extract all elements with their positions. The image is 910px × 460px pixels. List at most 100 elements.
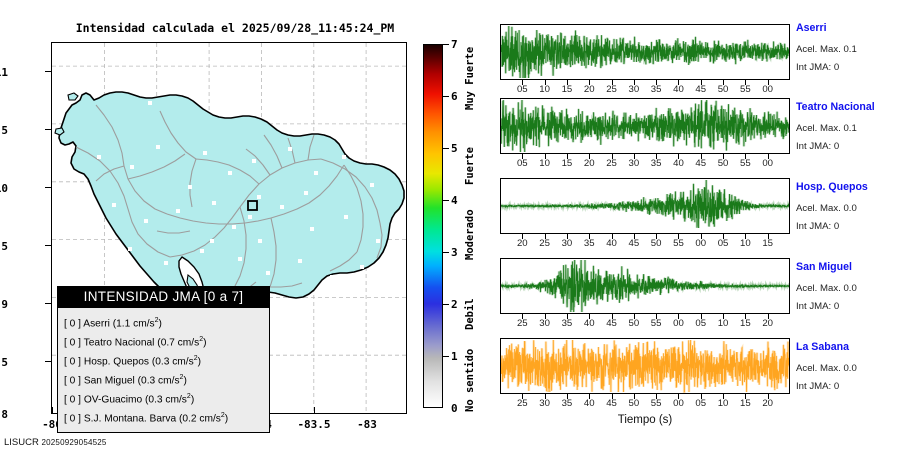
time-tick-label: 55 — [650, 398, 662, 409]
time-tick-label: 25 — [516, 318, 528, 329]
time-tick-mark — [767, 80, 769, 85]
trace-box-la-sabana[interactable] — [500, 338, 790, 394]
map-ytick-1: 10.5 — [0, 124, 8, 137]
time-tick-label: 55 — [740, 158, 751, 169]
footer-org: LISUCR — [4, 437, 39, 448]
time-tick-mark — [589, 234, 591, 239]
time-tick-mark — [767, 234, 769, 239]
time-tick-mark — [544, 234, 546, 239]
map-ytick-0: 11 — [0, 66, 8, 79]
time-tick-label: 30 — [539, 318, 550, 329]
legend-item: [ 0 ] Hosp. Quepos (0.3 cm/s2) — [64, 351, 269, 370]
time-tick-label: 05 — [516, 158, 528, 169]
time-tick-label: 20 — [762, 318, 774, 329]
footer-timestamp: 20250929054525 — [41, 438, 107, 447]
time-tick-mark — [633, 154, 635, 159]
legend-accel: (0.3 cm/s — [151, 356, 194, 368]
trace-box-hosp-quepos[interactable] — [500, 178, 790, 234]
time-tick-mark — [656, 80, 658, 85]
time-tick-label: 30 — [539, 398, 550, 409]
map-ytick-mark-0 — [45, 71, 52, 72]
legend-station: Hosp. Quepos — [83, 356, 149, 368]
legend-sup: 2 — [186, 392, 191, 400]
trace-box-aserri[interactable] — [500, 24, 790, 80]
map-xtick-mark-0 — [52, 407, 53, 414]
time-tick-label: 20 — [583, 84, 595, 95]
station-name-la-sabana: La Sabana — [796, 341, 849, 353]
colorbar-num-7: 7 — [451, 38, 458, 51]
time-tick-label: 25 — [539, 238, 550, 249]
time-tick-label: 10 — [717, 398, 729, 409]
colorbar-num-5: 5 — [451, 142, 458, 155]
colorbar-tick-2 — [443, 304, 449, 305]
legend-bracket: [ 0 ] — [64, 356, 81, 368]
legend-item: [ 0 ] Aserri (1.1 cm/s2) — [64, 313, 269, 332]
time-tick-mark — [633, 314, 635, 319]
legend-accel: (0.2 cm/s — [179, 413, 221, 425]
time-tick-mark — [544, 314, 546, 319]
map-xtick-mark-5 — [314, 407, 315, 414]
colorbar-category-no-sentido: No sentido — [464, 348, 476, 412]
waveform-trace — [501, 339, 789, 393]
colorbar-tick-6 — [443, 96, 449, 97]
time-tick-label: 00 — [673, 318, 684, 329]
legend-item: [ 0 ] OV-Guacimo (0.3 cm/s2) — [64, 389, 269, 408]
time-tick-label: 55 — [650, 318, 662, 329]
time-tick-label: 10 — [539, 158, 550, 169]
time-tick-label: 00 — [673, 398, 684, 409]
legend-bracket: [ 0 ] — [64, 337, 81, 349]
time-tick-mark — [700, 394, 702, 399]
time-tick-mark — [723, 314, 725, 319]
map-ytick-6: 8 — [1, 408, 8, 421]
seismogram-panel: 05 10 15 20 25 30 35 40 45 50 55 00 Aserri Acel. Ma… — [494, 0, 910, 460]
legend-accel: (0.7 cm/s — [157, 337, 200, 349]
colorbar-num-3: 3 — [451, 246, 458, 259]
time-tick-label: 15 — [740, 398, 751, 409]
time-tick-mark — [544, 154, 546, 159]
map-xtick-5: -83.5 — [297, 418, 331, 431]
time-tick-label: 00 — [762, 158, 774, 169]
time-tick-mark — [589, 314, 591, 319]
time-tick-label: 15 — [740, 318, 751, 329]
trace-axis-aserri: 05 10 15 20 25 30 35 40 45 50 55 00 — [500, 80, 790, 95]
map-title: Intensidad calculada el 2025/09/28_11:45… — [75, 21, 395, 35]
time-tick-mark — [656, 234, 658, 239]
administrative-borders — [75, 104, 383, 300]
colorbar-category-fuerte: Fuerte — [464, 147, 476, 185]
time-tick-mark — [589, 80, 591, 85]
station-name-teatro-nacional: Teatro Nacional — [796, 101, 875, 113]
map-xtick-6: -83 — [357, 418, 377, 431]
time-tick-mark — [611, 154, 613, 159]
time-tick-label: 35 — [650, 84, 662, 95]
trace-axis-teatro-nacional: 05 10 15 20 25 30 35 40 45 50 55 00 — [500, 154, 790, 169]
legend-item: [ 0 ] San Miguel (0.3 cm/s2) — [64, 370, 269, 389]
map-ytick-mark-4 — [45, 303, 52, 304]
legend-station: Aserri — [83, 318, 110, 330]
time-tick-label: 10 — [539, 84, 550, 95]
waveform-trace — [501, 25, 789, 79]
colorbar-tick-4 — [443, 200, 449, 201]
time-tick-mark — [723, 154, 725, 159]
legend-close: ) — [183, 375, 187, 387]
intensity-map-panel: Intensidad calculada el 2025/09/28_11:45… — [0, 21, 407, 433]
station-dots — [97, 67, 388, 309]
station-accel-san-miguel: Acel. Max. 0.0 — [796, 283, 857, 294]
time-tick-mark — [522, 154, 524, 159]
legend-sup: 2 — [154, 317, 159, 324]
legend-bracket: [ 0 ] — [64, 413, 81, 425]
time-tick-label: 40 — [583, 318, 595, 329]
time-tick-label: 00 — [762, 84, 774, 95]
colorbar-num-2: 2 — [451, 298, 458, 311]
legend-bracket: [ 0 ] — [64, 318, 81, 330]
time-tick-label: 10 — [717, 318, 729, 329]
trace-axis-hosp-quepos: 20 25 30 35 40 45 50 55 00 05 10 15 — [500, 234, 790, 249]
time-tick-label: 25 — [516, 398, 528, 409]
station-accel-aserri: Acel. Max. 0.1 — [796, 44, 857, 55]
station-name-hosp-quepos: Hosp. Quepos — [796, 181, 868, 193]
trace-box-teatro-nacional[interactable] — [500, 98, 790, 154]
time-tick-label: 30 — [628, 84, 640, 95]
time-tick-mark — [589, 154, 591, 159]
time-tick-mark — [700, 80, 702, 85]
time-tick-label: 40 — [583, 398, 595, 409]
trace-box-san-miguel[interactable] — [500, 258, 790, 314]
